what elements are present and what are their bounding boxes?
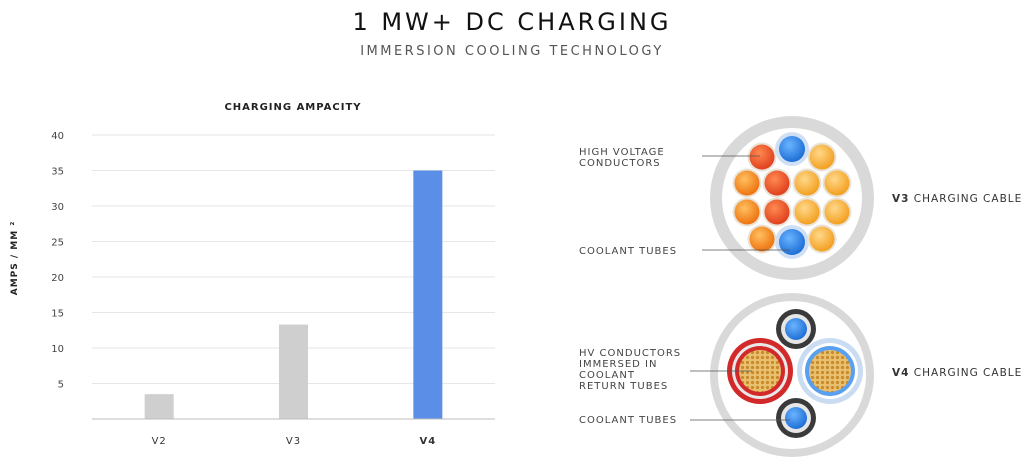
y-tick-label: 5 <box>58 380 64 391</box>
x-tick-label-v3: V3 <box>286 436 301 447</box>
v3-coolant-label: COOLANT TUBES <box>579 246 677 257</box>
page-subtitle: IMMERSION COOLING TECHNOLOGY <box>360 44 664 59</box>
y-tick-label: 25 <box>51 238 64 249</box>
bar-v2 <box>144 394 174 419</box>
v3-conductor <box>749 144 775 170</box>
v3-conductor <box>734 170 760 196</box>
y-tick-labels: 5 10 15 20 25 30 35 40 <box>51 131 64 391</box>
x-tick-labels: V2 V3 V4 <box>152 436 436 447</box>
page-title: 1 MW+ DC CHARGING <box>352 8 672 36</box>
v4-cable-diagram: HV CONDUCTORS IMMERSED IN COOLANT RETURN… <box>579 293 1022 457</box>
bar-v3 <box>279 324 308 419</box>
v4-conductor-blue-wires <box>809 350 851 392</box>
v3-conductor-label: HIGH VOLTAGE CONDUCTORS <box>579 147 669 169</box>
y-tick-label: 15 <box>51 309 64 320</box>
v3-conductor-label-line-2: CONDUCTORS <box>579 158 661 169</box>
v3-cable-diagram: HIGH VOLTAGE CONDUCTORS COOLANT TUBES V3… <box>579 116 1022 280</box>
v4-cable-name-rest: CHARGING CABLE <box>914 367 1022 379</box>
v3-conductor <box>794 199 820 225</box>
v3-conductor <box>809 144 835 170</box>
v4-conductor-label-line-3: COOLANT <box>579 370 635 381</box>
v4-coolant-tube-bottom-core <box>785 407 807 429</box>
y-tick-label: 40 <box>51 131 64 142</box>
chart-title: CHARGING AMPACITY <box>224 102 361 113</box>
v4-conductor-label-line-1: HV CONDUCTORS <box>579 348 681 359</box>
v3-conductor <box>764 170 790 196</box>
bars <box>144 170 443 419</box>
v4-cable-name-bold: V4 <box>892 367 909 379</box>
v3-cable-name-bold: V3 <box>892 193 909 205</box>
v3-coolant-tube-bottom-core <box>779 229 805 255</box>
v4-conductor-label-line-4: RETURN TUBES <box>579 381 668 392</box>
v4-coolant-label: COOLANT TUBES <box>579 415 677 426</box>
v4-coolant-tube-top-core <box>785 318 807 340</box>
bar-v4 <box>413 170 443 419</box>
v3-conductor <box>824 199 850 225</box>
v4-conductor-label: HV CONDUCTORS IMMERSED IN COOLANT RETURN… <box>579 348 685 392</box>
x-tick-label-v4: V4 <box>419 436 436 447</box>
y-tick-label: 35 <box>51 167 64 178</box>
v3-conductors <box>732 142 852 254</box>
bar-chart: CHARGING AMPACITY AMPS / MM ² 5 10 15 20 25 3… <box>10 102 495 447</box>
v3-conductor-label-line-1: HIGH VOLTAGE <box>579 147 665 158</box>
v3-conductor <box>734 199 760 225</box>
v3-conductor <box>824 170 850 196</box>
y-axis-label: AMPS / MM ² <box>10 221 20 296</box>
y-tick-label: 20 <box>51 273 64 284</box>
v3-cable-name-rest: CHARGING CABLE <box>914 193 1022 205</box>
v3-cable-name: V3 CHARGING CABLE <box>892 193 1022 205</box>
v3-conductor <box>764 199 790 225</box>
y-tick-label: 10 <box>51 344 64 355</box>
x-tick-label-v2: V2 <box>152 436 167 447</box>
v4-conductor-label-line-2: IMMERSED IN <box>579 359 657 370</box>
v4-cable-name: V4 CHARGING CABLE <box>892 367 1022 379</box>
v3-conductor <box>809 226 835 252</box>
v4-conductor-red-wires <box>739 350 781 392</box>
v3-coolant-tube-top-core <box>779 136 805 162</box>
v3-conductor <box>749 226 775 252</box>
v3-conductor <box>794 170 820 196</box>
y-tick-label: 30 <box>51 202 64 213</box>
